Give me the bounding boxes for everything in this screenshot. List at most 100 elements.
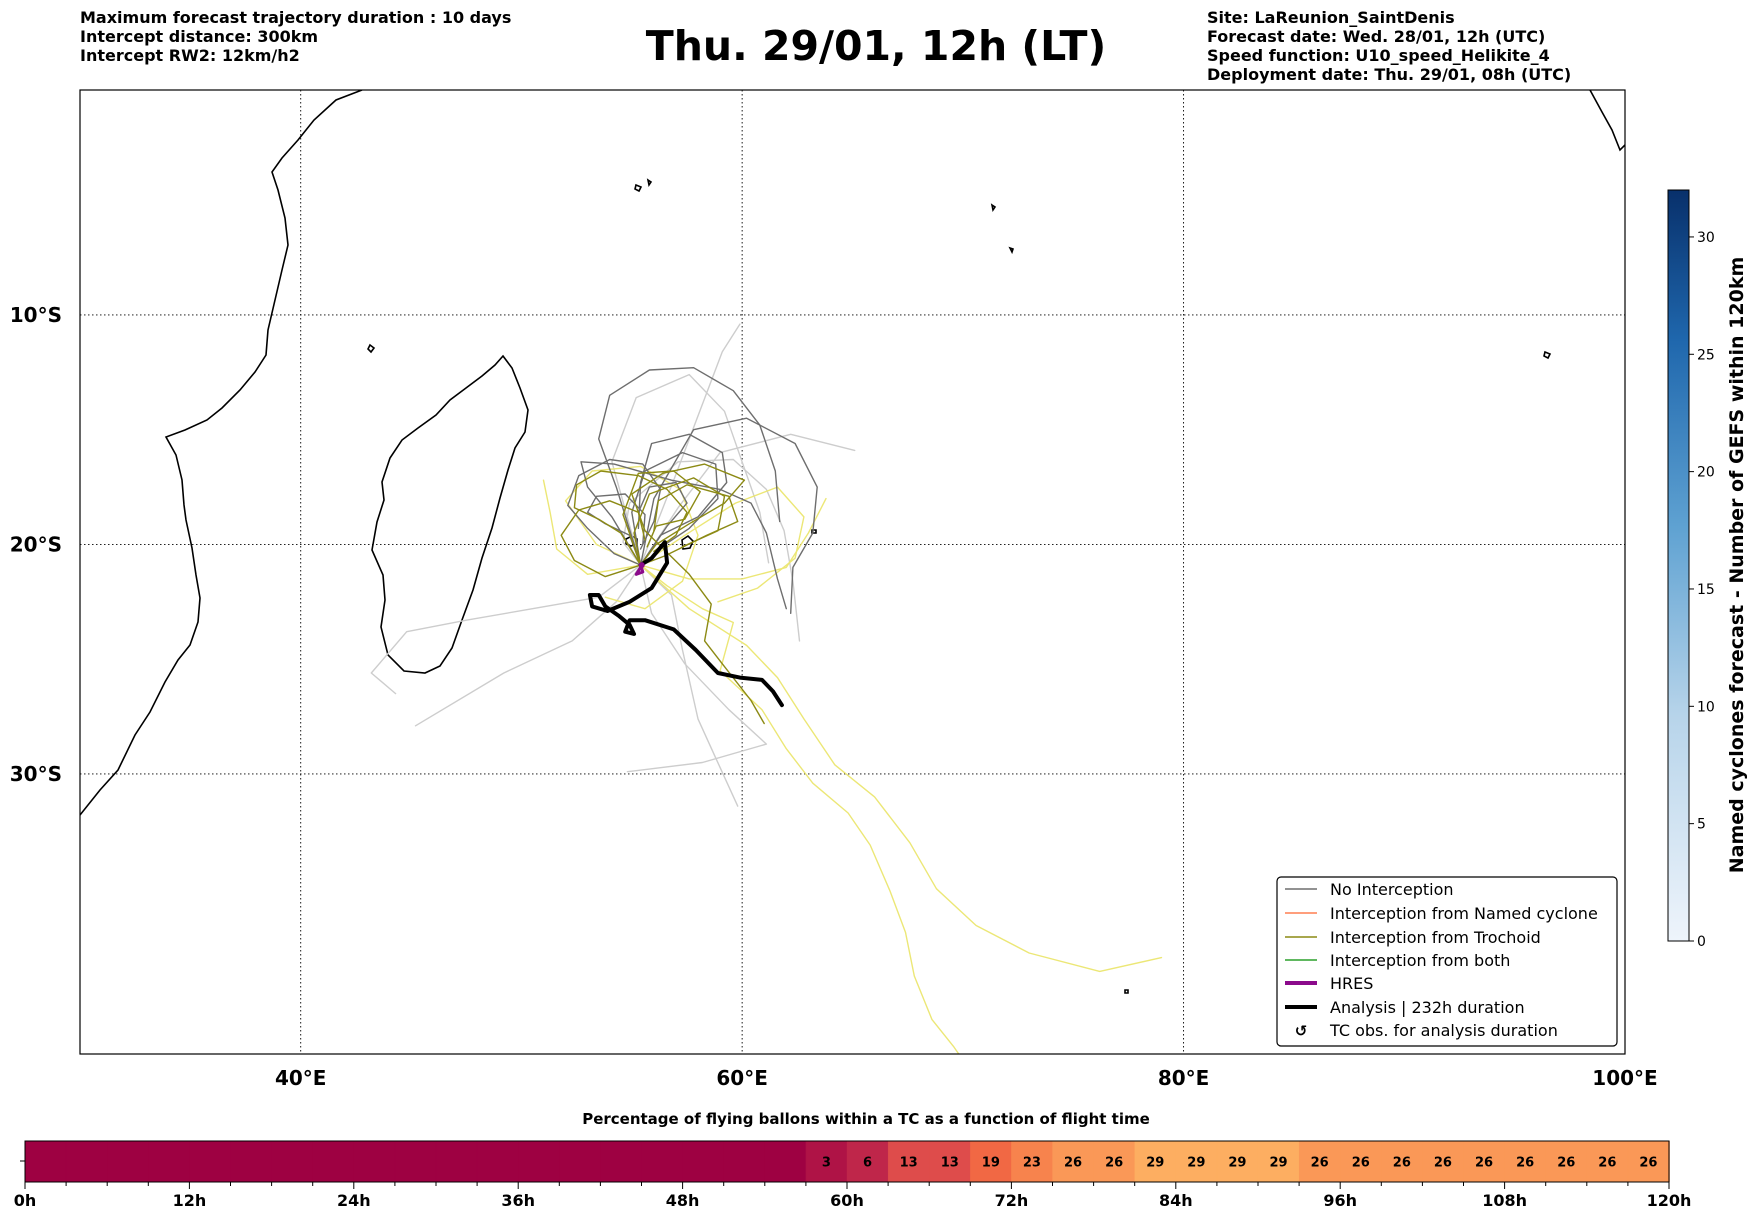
heatmap-tick-label: 24h [337, 1191, 371, 1210]
seychelles-island [634, 178, 653, 193]
heatmap-cell-label: 26 [1557, 1156, 1575, 1171]
heatmap-cell [1381, 1140, 1424, 1183]
colorbar-tick-label: 5 [1697, 817, 1706, 833]
colorbar-tick-label: 15 [1697, 582, 1715, 598]
no-interception-light-track [626, 564, 768, 773]
heatmap-cell [312, 1140, 355, 1183]
heatmap-cell [723, 1140, 766, 1183]
heatmap-cell [682, 1140, 725, 1183]
heatmap-cell-label: 29 [1146, 1156, 1164, 1171]
colorbar: 0 5 10 15 20 25 30 Named cyclones forecast - N… [1667, 189, 1748, 950]
forecast-parameters: Maximum forecast trajectory duration : 1… [80, 8, 511, 65]
heatmap-cell [518, 1140, 561, 1183]
heatmap-cell-label: 26 [1598, 1156, 1616, 1171]
heatmap-cell-label: 26 [1475, 1156, 1493, 1171]
heatmap-cell-label: 26 [1393, 1156, 1411, 1171]
heatmap-cell [148, 1140, 191, 1183]
trochoid-light-track [639, 564, 1163, 973]
heatmap-cell [1175, 1140, 1218, 1183]
st-paul-island [1124, 989, 1129, 994]
info-line: Forecast date: Wed. 28/01, 12h (UTC) [1207, 27, 1546, 46]
comoros-island [367, 343, 376, 354]
trajectories [370, 323, 1163, 1054]
colorbar-label: Named cyclones forecast - Number of GEFS… [1726, 257, 1748, 874]
madagascar-coastline [371, 354, 529, 674]
heatmap-cell-label: 3 [822, 1156, 831, 1171]
longitude-label: 40°E [275, 1066, 327, 1090]
heatmap-cell [394, 1140, 437, 1183]
trochoid-light-track [639, 564, 960, 1054]
colorbar-gradient [1667, 189, 1690, 942]
trochoid-light-track [639, 486, 805, 603]
cocos-island [1543, 350, 1552, 360]
heatmap-cell [641, 1140, 684, 1183]
colorbar-ticks: 0 5 10 15 20 25 30 [1689, 230, 1715, 950]
colorbar-tick-label: 25 [1697, 347, 1715, 363]
trochoid-track [560, 500, 646, 578]
info-line: Speed function: U10_speed_Helikite_4 [1207, 46, 1550, 65]
heatmap-cell [65, 1140, 108, 1183]
heatmap-cell-label: 23 [1023, 1156, 1041, 1171]
heatmap-cell-label: 26 [1639, 1156, 1657, 1171]
trochoid-track [631, 463, 765, 725]
heatmap-cell [1422, 1140, 1465, 1183]
heatmap-cell-label: 6 [863, 1156, 872, 1171]
heatmap-cell [476, 1140, 519, 1183]
no-interception-light-track [611, 373, 770, 566]
chagos-island [990, 203, 1015, 255]
map-gridlines [80, 90, 1625, 1054]
no-interception-track [639, 417, 818, 614]
info-line: Site: LaReunion_SaintDenis [1207, 8, 1455, 27]
heatmap-ticks: 0h 12h 24h 36h 48h 60h 72h 84h 96h 108h 120h [14, 1182, 1691, 1210]
heatmap-cell [1011, 1140, 1054, 1183]
no-interception-light-track [639, 323, 741, 566]
trochoid-track [639, 484, 739, 566]
legend-label: HRES [1330, 974, 1373, 993]
heatmap-cell-label: 26 [1516, 1156, 1534, 1171]
heatmap-tick-label: 12h [173, 1191, 207, 1210]
colorbar-tick-label: 30 [1697, 230, 1715, 246]
heatmap-cell [805, 1140, 848, 1183]
heatmap-cell [1586, 1140, 1629, 1183]
sumatra-coastline [1589, 90, 1625, 152]
heatmap-cell [230, 1140, 273, 1183]
trochoid-track [633, 477, 726, 566]
heatmap-cell [24, 1140, 67, 1183]
no-interception-track [586, 493, 646, 566]
flight-time-heatmap: Percentage of flying ballons within a TC… [14, 1110, 1692, 1210]
heatmap-cell [600, 1140, 643, 1183]
legend-label: Analysis | 232h duration [1330, 998, 1525, 1017]
africa-coastline [80, 90, 363, 816]
heatmap-tick-label: 108h [1482, 1191, 1527, 1210]
map-frame [79, 89, 1626, 1055]
site-information: Site: LaReunion_SaintDenis Forecast date… [1207, 8, 1571, 84]
heatmap-cell [107, 1140, 150, 1183]
heatmap-cell [887, 1140, 930, 1183]
trochoid-light-track [564, 465, 699, 610]
heatmap-cell-label: 26 [1434, 1156, 1452, 1171]
no-interception-track [637, 433, 728, 566]
latitude-label: 10°S [10, 303, 62, 327]
heatmap-cell-label: 13 [900, 1156, 918, 1171]
heatmap-cell [1340, 1140, 1383, 1183]
info-line: Deployment date: Thu. 29/01, 08h (UTC) [1207, 65, 1572, 84]
legend-label: TC obs. for analysis duration [1329, 1021, 1558, 1040]
info-line: Intercept distance: 300km [80, 27, 319, 46]
info-line: Maximum forecast trajectory duration : 1… [80, 8, 512, 27]
legend-box [1276, 876, 1618, 1047]
heatmap-tick-label: 60h [830, 1191, 864, 1210]
heatmap-cell [764, 1140, 807, 1183]
legend: No Interception Interception from Named … [1276, 876, 1618, 1047]
analysis-track [587, 540, 784, 708]
heatmap-cell-label: 13 [941, 1156, 959, 1171]
tc-obs-icon: ↺ [1295, 1022, 1308, 1040]
heatmap-tick-label: 96h [1323, 1191, 1357, 1210]
colorbar-tick-label: 10 [1697, 699, 1715, 715]
heatmap-cell-label: 26 [1311, 1156, 1329, 1171]
heatmap-cell [435, 1140, 478, 1183]
colorbar-tick-label: 0 [1697, 934, 1706, 950]
latitude-label: 30°S [10, 762, 62, 786]
legend-label: Interception from Trochoid [1330, 928, 1541, 947]
heatmap-tick-label: 72h [995, 1191, 1029, 1210]
